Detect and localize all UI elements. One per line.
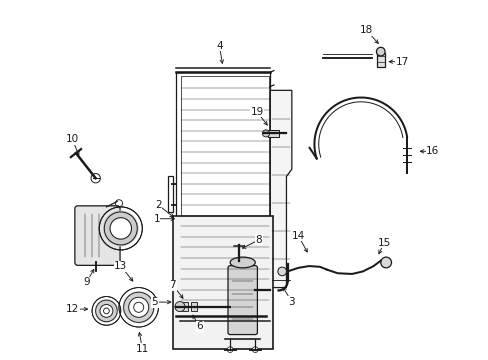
Polygon shape [270, 90, 291, 288]
Bar [176, 72, 269, 316]
Circle shape [94, 299, 118, 323]
Circle shape [122, 291, 155, 323]
Text: 16: 16 [425, 146, 439, 156]
Circle shape [252, 347, 258, 352]
Text: 19: 19 [250, 107, 263, 117]
Text: 11: 11 [135, 343, 149, 354]
Bar [267, 130, 278, 136]
Text: 2: 2 [155, 200, 162, 210]
Text: 5: 5 [151, 297, 158, 307]
Text: 4: 4 [216, 41, 222, 50]
Bar [180, 76, 268, 311]
Text: 10: 10 [66, 135, 79, 144]
Circle shape [227, 347, 233, 352]
Circle shape [376, 47, 384, 56]
Text: 14: 14 [291, 231, 305, 240]
Bar [376, 53, 384, 67]
Text: 1: 1 [153, 214, 160, 224]
Circle shape [102, 211, 139, 246]
Bar [182, 302, 188, 311]
Text: 9: 9 [83, 277, 90, 287]
Text: 12: 12 [65, 304, 79, 314]
Bar [168, 176, 172, 212]
FancyBboxPatch shape [227, 266, 257, 334]
Circle shape [175, 302, 184, 312]
Ellipse shape [230, 257, 255, 268]
Circle shape [277, 267, 286, 276]
Text: 6: 6 [196, 321, 203, 331]
Circle shape [380, 257, 391, 268]
Bar [172, 216, 273, 348]
Bar [191, 302, 197, 311]
Circle shape [110, 219, 131, 238]
Text: 13: 13 [114, 261, 127, 271]
Text: 18: 18 [359, 25, 372, 35]
Text: 15: 15 [377, 238, 390, 248]
FancyBboxPatch shape [75, 206, 120, 265]
Circle shape [101, 305, 112, 317]
Text: 7: 7 [169, 280, 176, 290]
Circle shape [262, 130, 269, 137]
Text: 3: 3 [288, 297, 295, 307]
Text: 17: 17 [395, 57, 408, 67]
Circle shape [129, 298, 148, 317]
Text: 8: 8 [255, 235, 262, 245]
